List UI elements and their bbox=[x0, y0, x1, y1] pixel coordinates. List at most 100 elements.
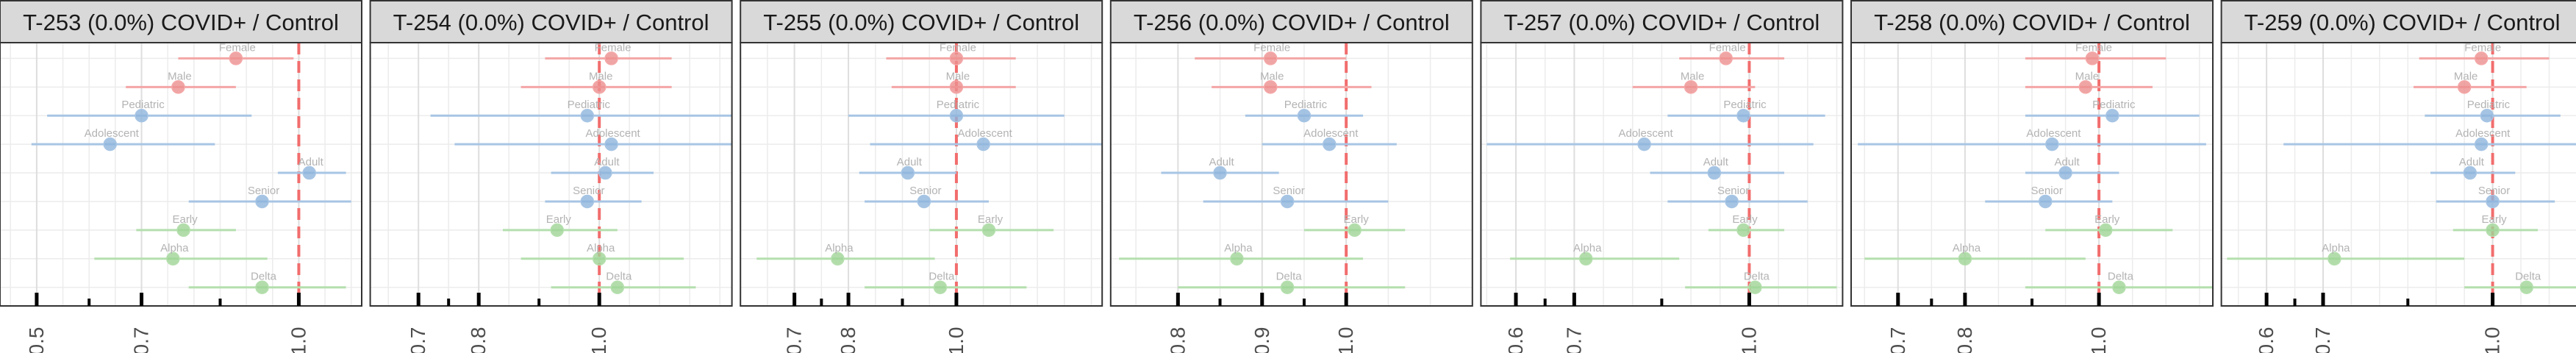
point-label: Pediatric bbox=[937, 99, 980, 111]
point-estimate bbox=[135, 108, 149, 123]
panel-title: T-258 (0.0%) COVID+ / Control bbox=[1874, 10, 2190, 35]
point-label: Adolescent bbox=[2455, 127, 2511, 140]
panel-border bbox=[0, 42, 362, 307]
plot-background bbox=[370, 43, 732, 306]
x-tick-label: 1.0 bbox=[287, 327, 310, 353]
point-estimate bbox=[1958, 252, 1972, 266]
point-label: Male bbox=[946, 70, 970, 82]
point-estimate bbox=[949, 80, 964, 94]
point-estimate bbox=[2480, 108, 2494, 123]
point-estimate bbox=[949, 108, 964, 123]
point-estimate bbox=[255, 280, 269, 294]
point-label: Senior bbox=[2478, 185, 2510, 197]
point-estimate bbox=[2457, 80, 2472, 94]
point-label: Early bbox=[172, 213, 198, 226]
point-label: Male bbox=[2454, 70, 2478, 82]
x-tick-label: 1.0 bbox=[945, 327, 967, 353]
point-estimate bbox=[550, 223, 565, 238]
point-label: Adolescent bbox=[585, 127, 640, 140]
point-label: Adolescent bbox=[2026, 127, 2081, 140]
point-estimate bbox=[2474, 137, 2489, 151]
point-label: Early bbox=[546, 213, 572, 226]
panel-3: T-255 (0.0%) COVID+ / Control Female Male P… bbox=[740, 0, 1103, 353]
point-label: Adult bbox=[298, 156, 324, 168]
point-estimate bbox=[604, 51, 618, 65]
point-label: Adult bbox=[897, 156, 923, 168]
point-label: Adult bbox=[1209, 156, 1234, 168]
panel-title-strip bbox=[0, 0, 362, 43]
point-label: Delta bbox=[929, 271, 955, 283]
panel-border bbox=[740, 42, 1103, 307]
point-label: Adult bbox=[2459, 156, 2485, 168]
point-estimate bbox=[598, 165, 612, 180]
x-tick-label: 0.7 bbox=[1886, 327, 1909, 353]
panel-border bbox=[2220, 42, 2576, 307]
point-label: Adult bbox=[1703, 156, 1729, 168]
x-tick-label: 0.7 bbox=[407, 327, 429, 353]
point-estimate bbox=[831, 252, 845, 266]
point-estimate bbox=[2463, 165, 2477, 180]
point-estimate bbox=[1578, 252, 1593, 266]
point-label: Senior bbox=[573, 185, 604, 197]
plot-background bbox=[1110, 43, 1473, 306]
point-estimate bbox=[1263, 51, 1278, 65]
point-estimate bbox=[103, 137, 117, 151]
point-label: Adult bbox=[594, 156, 620, 168]
x-tick-label: 0.8 bbox=[467, 327, 490, 353]
panel-1: T-253 (0.0%) COVID+ / Control Female Male P… bbox=[0, 0, 362, 353]
point-label: Male bbox=[168, 70, 192, 82]
x-tick-label: 1.0 bbox=[587, 327, 610, 353]
point-estimate bbox=[2078, 80, 2093, 94]
point-label: Alpha bbox=[2322, 242, 2350, 254]
point-estimate bbox=[171, 80, 185, 94]
point-estimate bbox=[1748, 280, 1762, 294]
point-label: Female bbox=[2075, 41, 2112, 54]
x-tick-label: 0.5 bbox=[25, 327, 48, 353]
point-label: Senior bbox=[2031, 185, 2063, 197]
point-label: Pediatric bbox=[1723, 99, 1767, 111]
point-estimate bbox=[592, 252, 607, 266]
point-estimate bbox=[610, 280, 625, 294]
point-label: Adult bbox=[2054, 156, 2080, 168]
point-estimate bbox=[302, 165, 316, 180]
point-label: Female bbox=[1709, 41, 1746, 54]
x-tick-label: 0.7 bbox=[2311, 327, 2334, 353]
x-tick-label: 0.9 bbox=[1251, 327, 1273, 353]
point-label: Early bbox=[1344, 213, 1370, 226]
point-estimate bbox=[949, 51, 964, 65]
panel-title-strip bbox=[1850, 0, 2214, 43]
panel-title: T-255 (0.0%) COVID+ / Control bbox=[763, 10, 1079, 35]
point-estimate bbox=[933, 280, 948, 294]
x-tick-label: 0.8 bbox=[837, 327, 859, 353]
panel-6: T-258 (0.0%) COVID+ / Control Female Male P… bbox=[1850, 0, 2214, 353]
point-label: Early bbox=[2482, 213, 2508, 226]
point-estimate bbox=[1348, 223, 1362, 238]
point-estimate bbox=[176, 223, 190, 238]
panel-title: T-257 (0.0%) COVID+ / Control bbox=[1503, 10, 1820, 35]
panel-title-strip bbox=[1480, 0, 1844, 43]
point-label: Female bbox=[940, 41, 976, 54]
point-label: Male bbox=[2075, 70, 2100, 82]
point-estimate bbox=[2486, 194, 2500, 209]
point-estimate bbox=[580, 194, 595, 209]
x-tick-label: 0.8 bbox=[1166, 327, 1189, 353]
point-label: Senior bbox=[1273, 185, 1304, 197]
panel-border bbox=[1109, 42, 1473, 307]
point-label: Delta bbox=[606, 271, 632, 283]
point-label: Pediatric bbox=[2092, 99, 2136, 111]
point-estimate bbox=[1736, 223, 1750, 238]
point-label: Early bbox=[1732, 213, 1758, 226]
x-tick-label: 0.7 bbox=[783, 327, 806, 353]
x-tick-label: 1.0 bbox=[2087, 327, 2110, 353]
x-tick-label: 0.6 bbox=[1504, 327, 1527, 353]
point-label: Pediatric bbox=[2467, 99, 2511, 111]
point-label: Alpha bbox=[1953, 242, 1981, 254]
point-label: Delta bbox=[1276, 271, 1303, 283]
point-estimate bbox=[1707, 165, 1722, 180]
panel-title: T-253 (0.0%) COVID+ / Control bbox=[23, 10, 339, 35]
point-estimate bbox=[1263, 80, 1278, 94]
point-estimate bbox=[1637, 137, 1651, 151]
point-label: Early bbox=[2094, 213, 2120, 226]
point-label: Early bbox=[978, 213, 1003, 226]
